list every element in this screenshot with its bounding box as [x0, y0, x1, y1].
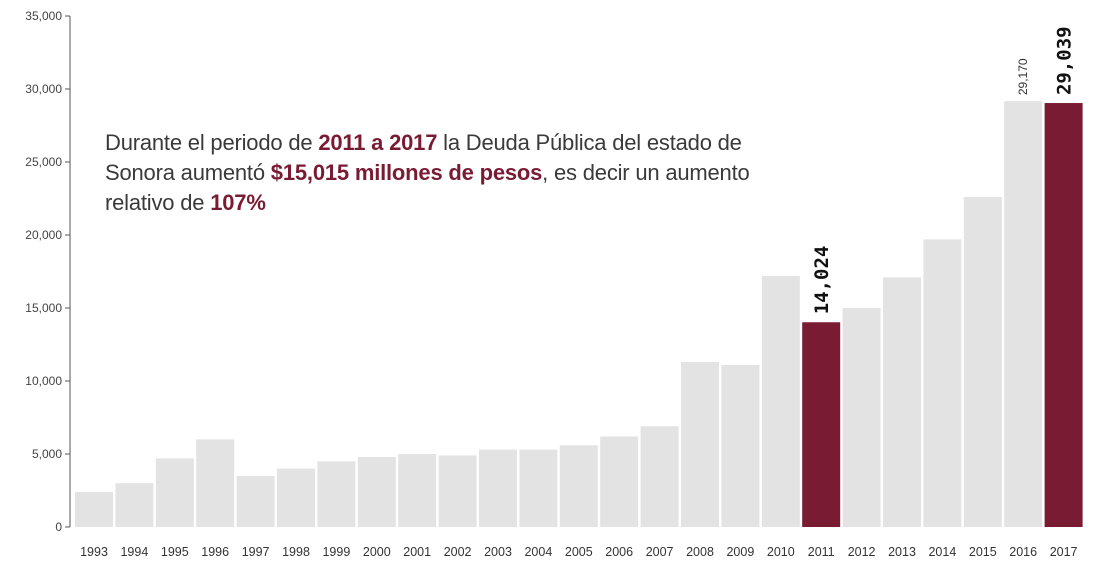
bar-2000 — [357, 456, 396, 527]
y-tick-label: 35,000 — [25, 9, 62, 23]
y-tick-label: 10,000 — [25, 374, 62, 388]
bar-2013 — [883, 277, 921, 527]
x-tick-label: 2011 — [808, 545, 835, 559]
x-tick-label: 1996 — [201, 545, 229, 559]
y-tick-label: 0 — [55, 520, 62, 534]
annotation-text-2: la Deuda Pública del estado de Sonora au… — [105, 130, 742, 185]
data-label-2011: 14,024 — [811, 246, 833, 315]
bar-1998 — [277, 468, 315, 527]
x-tick-label: 2007 — [646, 545, 674, 559]
y-tick-label: 30,000 — [25, 82, 62, 96]
x-tick-label: 2015 — [969, 545, 997, 559]
bar-1997 — [236, 475, 275, 527]
bar-2014 — [923, 239, 962, 527]
x-tick-label: 2000 — [363, 545, 391, 559]
bar-2009 — [721, 364, 760, 527]
bar-2016 — [1004, 101, 1043, 528]
bar-2012 — [842, 308, 881, 527]
y-tick-label: 5,000 — [32, 447, 62, 461]
bar-highlight-2017 — [1044, 103, 1083, 527]
x-tick-label: 1994 — [120, 545, 148, 559]
x-tick-label: 2008 — [686, 545, 714, 559]
x-tick-label: 2013 — [888, 545, 916, 559]
bar-1996 — [196, 439, 235, 527]
bar-2003 — [479, 449, 517, 527]
bar-2015 — [963, 197, 1002, 528]
bar-2005 — [559, 445, 598, 527]
y-tick-label: 15,000 — [25, 301, 62, 315]
bar-1994 — [115, 483, 154, 527]
x-tick-label: 1993 — [80, 545, 108, 559]
annotation-increase: $15,015 millones de pesos — [270, 160, 543, 185]
x-tick-label: 2010 — [767, 545, 795, 559]
x-tick-label: 2006 — [605, 545, 633, 559]
bar-2004 — [519, 449, 558, 527]
data-label-2016: 29,170 — [1016, 58, 1030, 95]
x-tick-label: 2009 — [726, 545, 754, 559]
x-tick-label: 2014 — [928, 545, 956, 559]
x-tick-label: 2005 — [565, 545, 593, 559]
x-tick-label: 1998 — [282, 545, 310, 559]
y-tick-label: 25,000 — [25, 155, 62, 169]
bar-2008 — [681, 362, 719, 527]
x-tick-label: 1999 — [322, 545, 350, 559]
x-tick-label: 2002 — [444, 545, 472, 559]
bar-1999 — [317, 461, 356, 527]
y-tick-label: 20,000 — [25, 228, 62, 242]
annotation-relative-increase: 107% — [210, 190, 266, 215]
x-tick-label: 2003 — [484, 545, 512, 559]
x-tick-label: 1997 — [242, 545, 270, 559]
annotation-text-3: , es decir un aumento relativo de — [105, 160, 750, 215]
bar-2006 — [600, 436, 639, 527]
x-tick-label: 2016 — [1009, 545, 1037, 559]
chart-annotation: Durante el periodo de 2011 a 2017 la Deu… — [105, 128, 785, 218]
bar-2002 — [438, 455, 477, 527]
annotation-period: 2011 a 2017 — [318, 130, 438, 155]
x-tick-label: 2012 — [848, 545, 876, 559]
x-tick-label: 1995 — [161, 545, 189, 559]
x-tick-label: 2004 — [524, 545, 552, 559]
bar-1993 — [75, 491, 113, 527]
bar-2010 — [761, 275, 800, 527]
bar-highlight-2011 — [802, 322, 841, 527]
annotation-text-1: Durante el periodo de — [105, 130, 319, 155]
x-tick-label: 2017 — [1050, 545, 1078, 559]
bar-2001 — [398, 454, 437, 527]
data-label-2017: 29,039 — [1054, 26, 1076, 95]
x-tick-label: 2001 — [403, 545, 431, 559]
bar-2007 — [640, 426, 679, 527]
bar-1995 — [155, 458, 194, 527]
